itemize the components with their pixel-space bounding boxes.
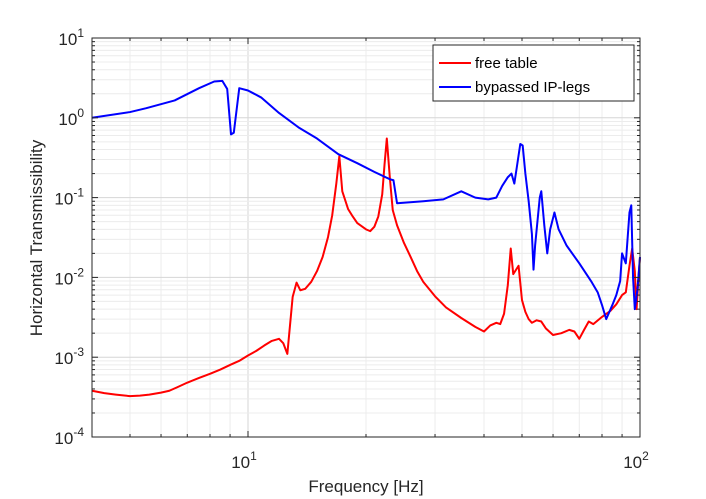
y-tick-label: 10-2 — [54, 265, 84, 288]
series-line-free-table — [91, 137, 641, 398]
legend-box — [432, 44, 635, 102]
y-tick-label: 101 — [58, 26, 84, 49]
legend-label-free-table: free table — [475, 55, 538, 72]
legend-label-bypassed-ip-legs: bypassed IP-legs — [475, 79, 590, 96]
x-tick-label: 102 — [623, 449, 649, 472]
y-tick-label: 100 — [58, 106, 84, 129]
x-axis-title: Frequency [Hz] — [308, 477, 423, 496]
y-tick-label: 10-1 — [54, 186, 84, 209]
y-tick-label: 10-4 — [54, 425, 84, 448]
y-tick-label: 10-3 — [54, 345, 84, 368]
ticks — [91, 37, 641, 438]
series-layer — [91, 79, 641, 398]
y-axis-title: Horizontal Transmissibility — [27, 139, 46, 336]
legend: free table bypassed IP-legs — [432, 44, 635, 102]
x-tick-labels: 101 102 — [231, 449, 649, 472]
y-tick-labels: 10-4 10-3 10-2 10-1 100 101 — [54, 26, 84, 448]
x-tick-label: 101 — [231, 449, 257, 472]
series-line-bypassed-ip-legs — [91, 79, 641, 321]
